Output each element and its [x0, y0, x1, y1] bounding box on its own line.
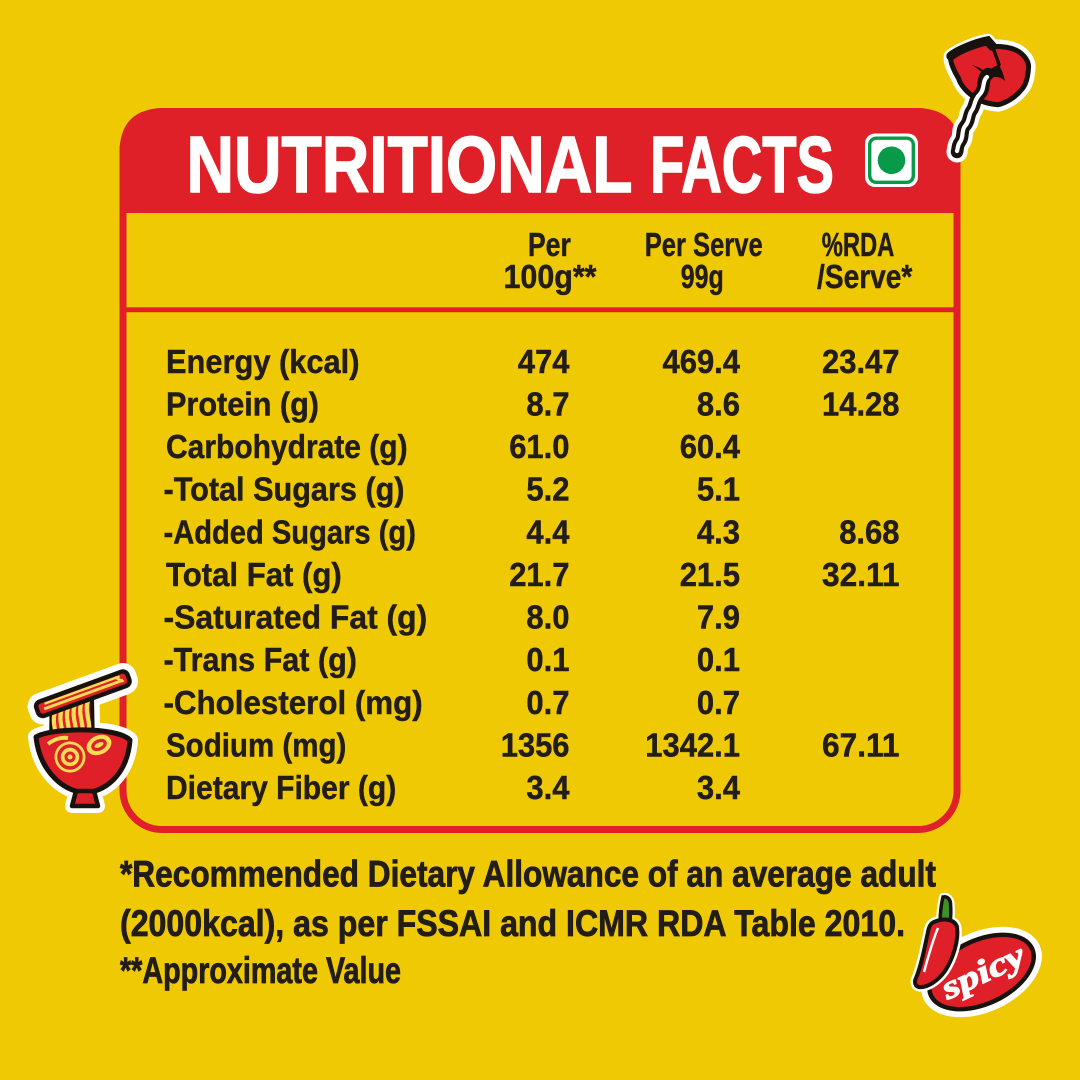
svg-text:0.1: 0.1: [526, 641, 569, 678]
svg-text:Dietary Fiber (g): Dietary Fiber (g): [166, 769, 396, 806]
svg-text:7.9: 7.9: [697, 599, 740, 636]
svg-text:5.2: 5.2: [526, 471, 569, 508]
svg-text:Carbohydrate (g): Carbohydrate (g): [166, 428, 408, 465]
svg-text:1356: 1356: [501, 726, 570, 763]
svg-text:Energy (kcal): Energy (kcal): [166, 343, 360, 380]
svg-text:4.3: 4.3: [697, 513, 740, 550]
svg-text:3.4: 3.4: [697, 769, 741, 806]
svg-text:Per Serve: Per Serve: [645, 226, 763, 263]
svg-text:**Approximate Value: **Approximate Value: [120, 950, 401, 991]
svg-text:469.4: 469.4: [663, 343, 741, 380]
svg-text:8.68: 8.68: [839, 513, 899, 550]
svg-text:/Serve*: /Serve*: [817, 258, 912, 295]
svg-text:23.47: 23.47: [822, 343, 900, 380]
svg-text:*Recommended Dietary Allowance: *Recommended Dietary Allowance of an ave…: [120, 854, 936, 895]
svg-text:-Added Sugars (g): -Added Sugars (g): [164, 513, 416, 550]
svg-text:1342.1: 1342.1: [645, 726, 740, 763]
svg-text:67.11: 67.11: [822, 726, 900, 763]
svg-text:4.4: 4.4: [526, 513, 570, 550]
svg-text:Sodium (mg): Sodium (mg): [166, 726, 346, 763]
svg-text:99g: 99g: [681, 258, 724, 295]
svg-text:474: 474: [518, 343, 570, 380]
svg-text:Per: Per: [528, 226, 571, 263]
svg-text:8.6: 8.6: [697, 385, 740, 422]
svg-text:3.4: 3.4: [526, 769, 570, 806]
svg-text:FACTS: FACTS: [650, 120, 834, 209]
svg-text:Protein (g): Protein (g): [166, 385, 319, 422]
svg-text:8.0: 8.0: [526, 599, 569, 636]
svg-text:0.7: 0.7: [697, 684, 740, 721]
svg-text:60.4: 60.4: [680, 428, 741, 465]
svg-text:%RDA: %RDA: [822, 226, 895, 263]
svg-text:21.5: 21.5: [680, 556, 740, 593]
svg-text:-Saturated Fat (g): -Saturated Fat (g): [164, 599, 428, 636]
svg-text:Total Fat (g): Total Fat (g): [166, 556, 342, 593]
svg-text:(2000kcal), as per FSSAI and I: (2000kcal), as per FSSAI and ICMR RDA Ta…: [120, 903, 905, 944]
svg-text:61.0: 61.0: [509, 428, 569, 465]
svg-text:0.7: 0.7: [526, 684, 569, 721]
svg-text:-Total Sugars (g): -Total Sugars (g): [164, 471, 405, 508]
svg-text:0.1: 0.1: [697, 641, 740, 678]
svg-text:NUTRITIONAL: NUTRITIONAL: [187, 120, 633, 209]
svg-text:-Cholesterol (mg): -Cholesterol (mg): [164, 684, 423, 721]
svg-text:21.7: 21.7: [509, 556, 569, 593]
svg-text:8.7: 8.7: [526, 385, 569, 422]
svg-text:14.28: 14.28: [822, 385, 900, 422]
svg-text:-Trans Fat (g): -Trans Fat (g): [164, 641, 357, 678]
svg-text:100g**: 100g**: [504, 258, 597, 295]
svg-text:5.1: 5.1: [697, 471, 740, 508]
svg-text:32.11: 32.11: [822, 556, 900, 593]
